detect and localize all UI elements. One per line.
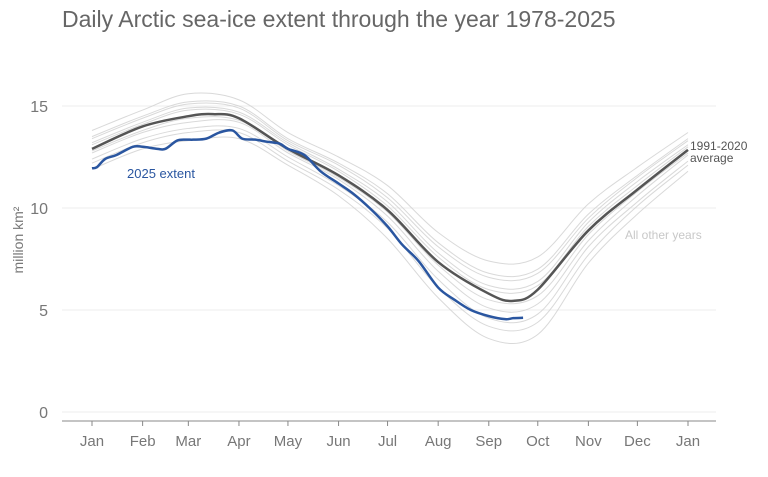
- current-year-label: 2025 extent: [127, 166, 195, 181]
- x-tick-label: Aug: [425, 433, 452, 450]
- x-tick-label: Jan: [676, 433, 700, 450]
- x-tick-label: Feb: [130, 433, 156, 450]
- x-tick-label: May: [274, 433, 303, 450]
- other-year-line: [91, 92, 689, 265]
- y-axis-label: million km²: [10, 206, 26, 273]
- average-label-line1: 1991-2020: [690, 139, 748, 153]
- y-tick-label: 15: [30, 99, 48, 116]
- x-tick-label: Dec: [624, 433, 651, 450]
- x-tick-label: Oct: [526, 433, 550, 450]
- current-year-line: [91, 128, 524, 321]
- y-tick-label: 10: [30, 201, 48, 218]
- other-years-label: All other years: [625, 228, 702, 242]
- other-year-line: [91, 106, 689, 290]
- x-tick-label: Sep: [475, 433, 502, 450]
- average-line: [91, 112, 689, 303]
- other-year-line: [91, 116, 689, 305]
- chart-title: Daily Arctic sea-ice extent through the …: [62, 6, 616, 32]
- x-tick-label: Jun: [326, 433, 350, 450]
- y-tick-label: 0: [39, 405, 48, 422]
- other-year-line: [91, 100, 689, 278]
- other-year-line: [91, 108, 689, 294]
- average-label-line2: average: [690, 151, 734, 165]
- other-year-line: [91, 119, 689, 313]
- x-tick-label: Jul: [378, 433, 397, 450]
- x-tick-label: Nov: [575, 433, 602, 450]
- other-year-line: [91, 102, 689, 282]
- other-year-line: [91, 125, 689, 324]
- x-tick-label: Jan: [80, 433, 104, 450]
- x-tick-label: Apr: [227, 433, 250, 450]
- x-tick-label: Mar: [175, 433, 201, 450]
- y-tick-label: 5: [39, 303, 48, 320]
